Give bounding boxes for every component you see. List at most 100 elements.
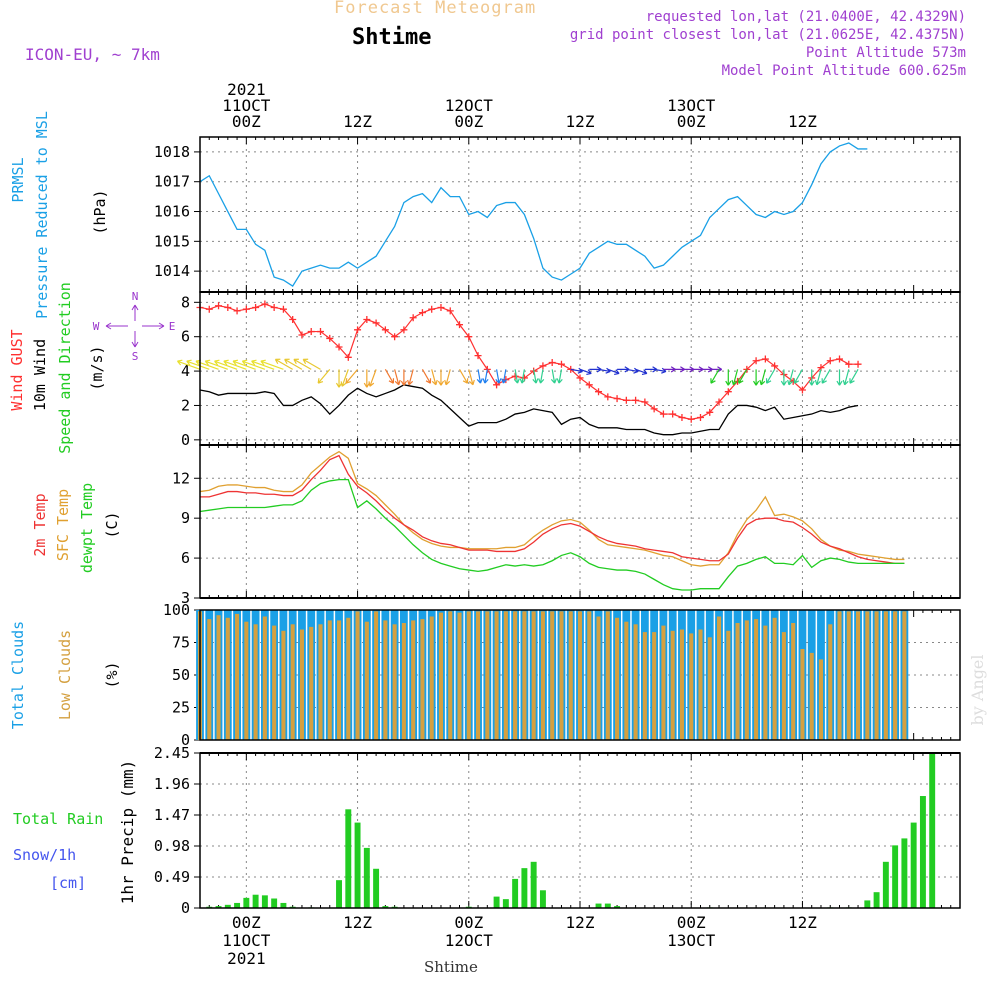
y-tick-label: 1017 — [154, 173, 190, 191]
rain-bar — [539, 890, 546, 908]
wind-direction-arrow — [519, 369, 526, 384]
temp-unit: (C) — [103, 511, 121, 538]
gust-marker — [493, 381, 501, 389]
low-cloud-bar — [346, 617, 351, 740]
low-cloud-bar — [476, 611, 481, 740]
low-cloud-bar — [225, 617, 230, 740]
gust-marker — [696, 413, 704, 421]
y-tick-label: 6 — [181, 328, 190, 346]
gust-marker — [261, 300, 269, 308]
t2m-line — [200, 454, 905, 565]
gust-marker — [604, 393, 612, 401]
gust-marker — [771, 362, 779, 370]
low-cloud-bar — [327, 620, 332, 740]
location-title: Shtime — [352, 25, 432, 50]
panel-wind: 0 2 4 6 8 — [176, 291, 961, 449]
low-cloud-bar — [883, 611, 888, 740]
sfc-temp-line — [199, 450, 905, 567]
wind-direction-arrow — [223, 359, 247, 370]
gust-marker — [632, 396, 640, 404]
wind-direction-arrow — [808, 369, 815, 386]
gust-marker — [372, 319, 380, 327]
wind-direction-arrow — [293, 358, 312, 370]
wind-direction-arrow — [579, 368, 592, 376]
rain-bar — [363, 847, 370, 908]
gust-marker — [474, 352, 482, 360]
low-cloud-bar — [355, 611, 360, 740]
wind-direction-arrow — [780, 369, 787, 386]
wind-direction-arrow — [317, 368, 331, 384]
rain-bar — [614, 906, 621, 908]
low-cloud-bar — [318, 624, 323, 740]
low-cloud-bar — [707, 637, 712, 740]
clouds-unit: (%) — [103, 661, 121, 688]
rain-bar — [354, 822, 361, 908]
y-tick-label: 100 — [163, 601, 190, 619]
gust-marker — [836, 355, 844, 363]
y-tick-label: 9 — [181, 509, 190, 527]
bottom-time-label: 11OCT — [222, 931, 271, 950]
gust-marker — [724, 388, 732, 396]
rain-bar — [271, 898, 278, 908]
rain-bar — [345, 809, 352, 908]
low-cloud-bar — [253, 624, 258, 740]
gust-marker — [224, 303, 232, 311]
low-cloud-bar — [550, 611, 555, 740]
snow-label: Snow/1h — [13, 846, 76, 864]
y-tick-label: 6 — [181, 549, 190, 567]
y-tick-label: 0 — [181, 431, 190, 449]
bottom-time-label: 12OCT — [445, 931, 494, 950]
wind-direction-arrow — [550, 369, 557, 384]
wind-direction-arrow — [556, 369, 563, 384]
rain-bar — [512, 878, 519, 908]
wind-direction-arrow — [635, 368, 648, 376]
rain-bar — [604, 903, 611, 908]
gust-marker — [669, 410, 677, 418]
y-tick-label: 0.98 — [154, 837, 190, 855]
gust-marker — [316, 328, 324, 336]
wind-speed-label: 10m Wind — [31, 339, 49, 411]
low-cloud-bar — [689, 633, 694, 740]
gust-marker — [307, 328, 315, 336]
low-cloud-bar — [392, 624, 397, 740]
wind-direction-arrow — [738, 369, 748, 384]
wind-direction-arrow — [532, 369, 539, 384]
snow-unit-label: [cm] — [50, 874, 86, 892]
low-cloud-bar — [735, 623, 740, 740]
panel-precip: 0 0.49 0.98 1.47 1.96 2.45 — [154, 744, 961, 917]
gust-marker — [539, 362, 547, 370]
rain-bar — [901, 838, 908, 908]
low-cloud-bar — [874, 611, 879, 740]
gust-marker — [363, 316, 371, 324]
gust-marker — [826, 357, 834, 365]
wind-direction-arrow — [787, 369, 794, 386]
low-cloud-bar — [216, 615, 221, 740]
wind-direction-arrow — [284, 358, 303, 370]
gust-marker — [252, 303, 260, 311]
y-tick-label: 1016 — [154, 203, 190, 221]
rain-bar — [336, 880, 342, 908]
gust-marker — [400, 326, 408, 334]
wind-direction-arrow — [186, 359, 210, 370]
wind-direction-arrow — [232, 359, 256, 370]
model-altitude: Model Point Altitude 600.625m — [721, 63, 966, 79]
y-tick-label: 2.45 — [154, 744, 190, 762]
low-cloud-bar — [244, 621, 249, 740]
y-tick-label: 1015 — [154, 232, 190, 250]
panel-frame — [199, 752, 961, 909]
low-cloud-bar — [364, 621, 369, 740]
low-cloud-bar — [800, 649, 805, 740]
wind-direction-arrow — [384, 369, 395, 384]
rain-bar — [243, 897, 250, 908]
wind-direction-arrow — [753, 369, 760, 386]
wind-direction-arrow — [725, 369, 732, 386]
low-cloud-bar — [299, 629, 304, 740]
gust-marker — [576, 374, 584, 382]
low-cloud-bar — [837, 611, 842, 740]
gust-marker — [428, 305, 436, 313]
y-tick-label: 1.96 — [154, 775, 190, 793]
low-cloud-bar — [661, 625, 666, 740]
low-cloud-bar — [457, 612, 462, 740]
gust-marker — [678, 413, 686, 421]
low-cloud-bar — [540, 611, 545, 740]
